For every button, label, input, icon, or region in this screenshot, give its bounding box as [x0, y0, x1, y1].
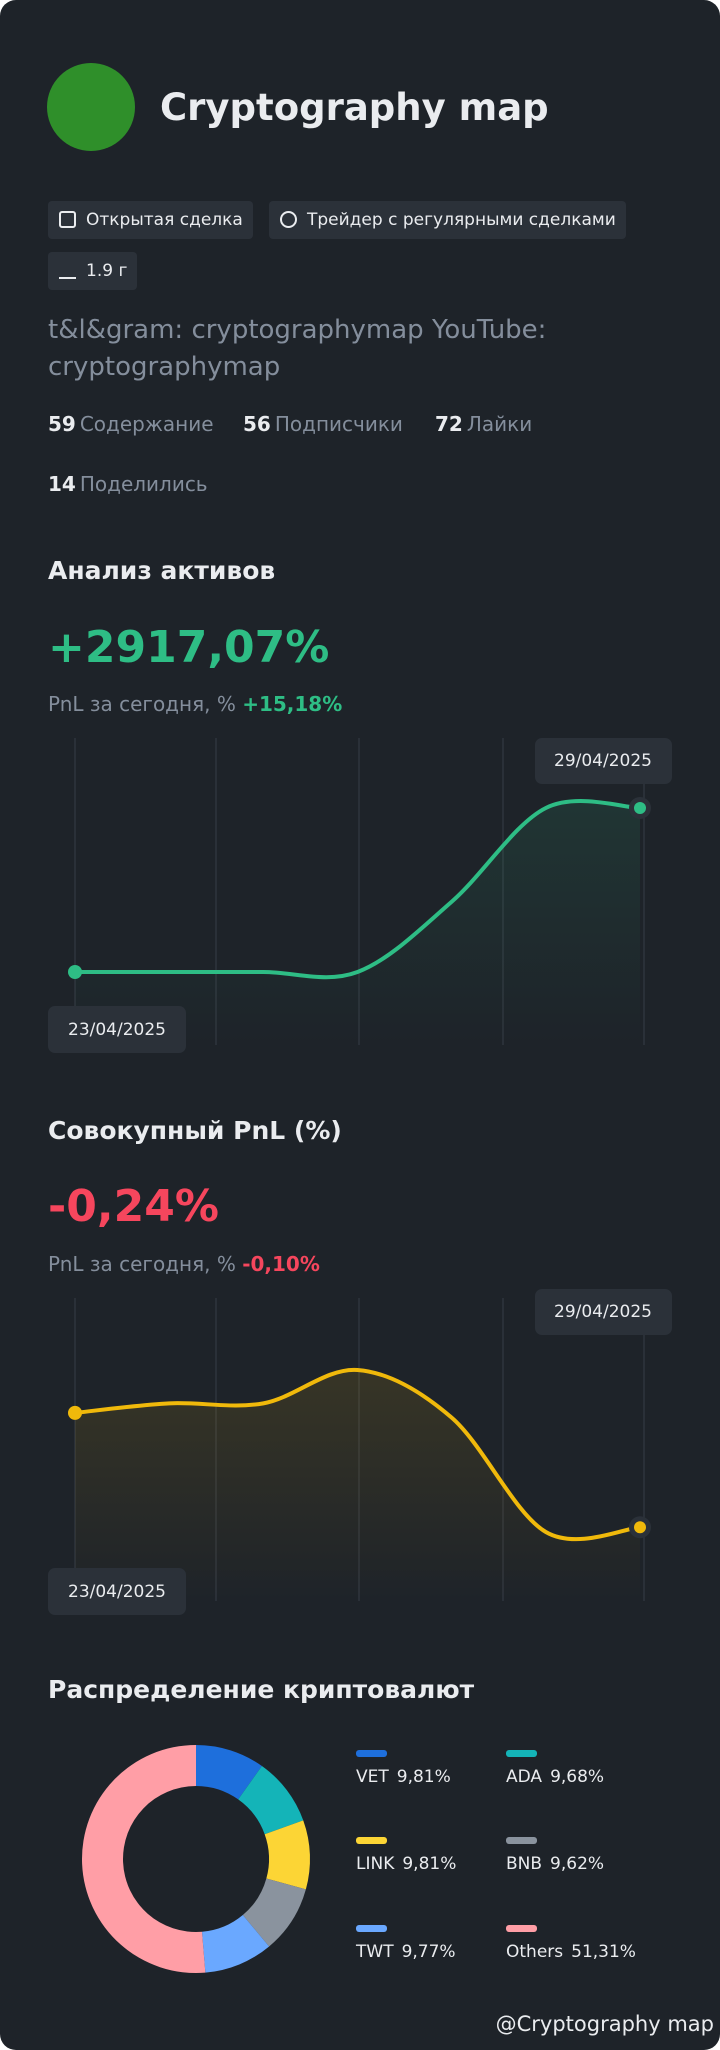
tag: Открытая сделка: [48, 201, 253, 239]
stat-label: Содержание: [79, 412, 214, 436]
legend-swatch: [356, 1925, 387, 1932]
stat-value: 56: [243, 412, 271, 436]
legend-swatch: [356, 1750, 387, 1757]
avatar: [47, 63, 135, 151]
legend-label: Others 51,31%: [506, 1942, 636, 1962]
legend-label: BNB 9,62%: [506, 1854, 604, 1874]
profile-name: Cryptography map: [160, 86, 549, 129]
bio: t&l&gram: cryptographymap YouTube: crypt…: [48, 315, 547, 382]
donut-segment: [82, 1745, 206, 1973]
donut-segment: [202, 1915, 270, 1973]
line: [75, 799, 641, 980]
stat-value: 72: [435, 412, 463, 436]
stat: 59 Содержание: [48, 412, 214, 436]
legend-swatch: [506, 1750, 537, 1757]
date-label: 23/04/2025: [68, 1020, 166, 1040]
stat-label: Лайки: [466, 412, 533, 436]
legend-name: LINK: [356, 1854, 395, 1874]
section-title: Совокупный PnL (%): [48, 1116, 342, 1145]
legend-name: TWT: [355, 1942, 394, 1962]
legend-swatch: [356, 1837, 387, 1844]
legend-swatch: [506, 1925, 537, 1932]
area: [75, 801, 640, 1045]
stat-label: Подписчики: [274, 412, 403, 436]
donut-segment: [196, 1745, 262, 1800]
legend-value: 51,31%: [571, 1942, 636, 1962]
pnl-value: -0,24%: [48, 1181, 219, 1232]
end-dot: [634, 802, 646, 814]
today-pnl: PnL за сегодня, % -0,10%: [48, 1252, 320, 1276]
legend-label: ADA 9,68%: [506, 1767, 604, 1787]
pnl-value: +2917,07%: [48, 622, 330, 673]
legend-value: 9,77%: [402, 1942, 456, 1962]
legend-name: Others: [506, 1942, 563, 1962]
stat: 56 Подписчики: [243, 412, 403, 436]
date-tooltip: [535, 738, 672, 784]
legend-label: TWT 9,77%: [355, 1942, 456, 1962]
date-tooltip: [48, 1568, 186, 1615]
legend-value: 9,62%: [550, 1854, 604, 1874]
section-title: Анализ активов: [48, 556, 276, 585]
date-tooltip: [535, 1289, 672, 1335]
legend-name: VET: [356, 1767, 389, 1787]
tag: 1.9 г: [48, 252, 138, 290]
line: [74, 1367, 641, 1542]
stat-value: 14: [48, 472, 76, 496]
section-title: Распределение криптовалют: [48, 1675, 475, 1704]
today-text: PnL за сегодня, %: [48, 1252, 236, 1276]
date-label: 23/04/2025: [68, 1582, 166, 1602]
legend-value: 9,81%: [402, 1854, 456, 1874]
date-label: 29/04/2025: [554, 751, 652, 771]
legend-value: 9,81%: [397, 1767, 451, 1787]
legend-name: BNB: [506, 1854, 542, 1874]
legend-label: LINK 9,81%: [356, 1854, 456, 1874]
donut-segment: [238, 1765, 304, 1835]
tag-text: Трейдер с регулярными сделками: [307, 210, 616, 230]
today-value: +15,18%: [242, 692, 343, 716]
legend-label: VET 9,81%: [356, 1767, 451, 1787]
date-tooltip: [48, 1006, 186, 1053]
stat-label: Поделились: [79, 472, 208, 496]
today-pnl: PnL за сегодня, % +15,18%: [48, 692, 342, 716]
start-dot: [68, 965, 82, 979]
today-value: -0,10%: [242, 1252, 320, 1276]
tag-text: Открытая сделка: [86, 210, 243, 230]
tag-text: 1.9 г: [86, 261, 128, 281]
start-dot: [68, 1405, 82, 1420]
legend-name: ADA: [506, 1767, 542, 1787]
stat: 72 Лайки: [435, 412, 532, 436]
stat-value: 59: [48, 412, 76, 436]
donut-segment: [264, 1820, 310, 1890]
legend-swatch: [506, 1837, 537, 1844]
today-text: PnL за сегодня, %: [48, 692, 236, 716]
legend-value: 9,68%: [550, 1767, 604, 1787]
date-label: 29/04/2025: [554, 1302, 652, 1322]
watermark: @Cryptography map: [495, 2012, 714, 2036]
stat: 14 Поделились: [48, 472, 208, 496]
donut-segment: [242, 1878, 306, 1947]
area: [75, 1369, 640, 1601]
end-dot: [634, 1521, 646, 1534]
tag: Трейдер с регулярными сделками: [269, 201, 626, 239]
